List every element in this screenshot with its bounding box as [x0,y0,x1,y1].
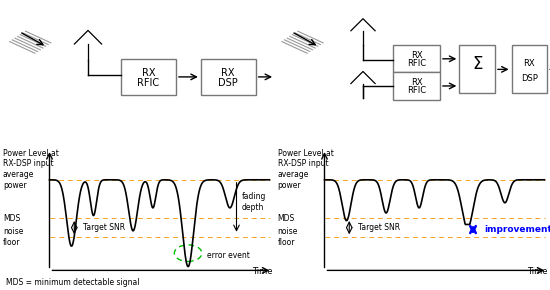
Text: noise: noise [3,227,23,236]
Text: RX: RX [222,68,235,77]
Text: RFIC: RFIC [407,59,426,68]
Text: Σ: Σ [472,55,482,72]
Text: improvement: improvement [484,225,550,234]
Text: floor: floor [3,238,20,247]
Text: Time: Time [252,267,272,275]
Bar [121,59,176,95]
Bar [201,59,256,95]
Text: Target SNR: Target SNR [82,223,125,232]
Text: Power Level at: Power Level at [278,149,334,158]
Text: fading
depth: fading depth [242,193,266,212]
Text: RFIC: RFIC [407,86,426,95]
Text: Target SNR: Target SNR [358,223,400,232]
Bar [393,72,440,99]
Text: power: power [3,181,26,190]
Text: DSP: DSP [521,74,538,83]
Text: average: average [3,170,34,179]
Text: MDS = minimum detectable signal: MDS = minimum detectable signal [6,278,139,287]
Text: error event: error event [207,251,250,260]
Text: Power Level at: Power Level at [3,149,59,158]
Text: floor: floor [278,238,295,247]
Text: MDS: MDS [3,213,20,223]
Text: RX-DSP input: RX-DSP input [278,160,328,168]
Bar [393,45,440,72]
Bar [512,45,547,93]
Text: RX-DSP input: RX-DSP input [3,160,53,168]
Text: RFIC: RFIC [138,78,160,88]
Bar [459,45,495,93]
Text: MDS: MDS [278,213,295,223]
Text: RX: RX [411,78,422,87]
Text: RX: RX [142,68,155,77]
Text: RX: RX [524,59,535,68]
Text: power: power [278,181,301,190]
Text: noise: noise [278,227,298,236]
Text: Time: Time [527,267,547,275]
Text: RX: RX [411,51,422,60]
Text: average: average [278,170,309,179]
Text: DSP: DSP [218,78,238,88]
